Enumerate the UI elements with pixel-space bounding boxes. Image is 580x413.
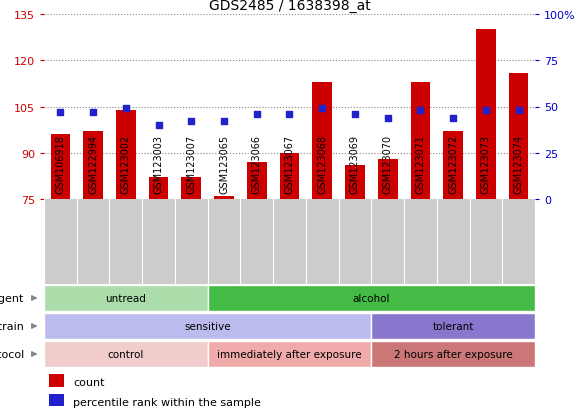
- Text: sensitive: sensitive: [184, 321, 231, 331]
- Bar: [208, 341, 371, 368]
- Point: [481, 108, 491, 114]
- Point: [514, 108, 523, 114]
- Bar: [50, 135, 70, 199]
- Bar: [116, 110, 136, 199]
- Bar: [476, 30, 496, 199]
- Bar: [345, 166, 365, 199]
- Bar: [49, 394, 64, 406]
- Text: percentile rank within the sample: percentile rank within the sample: [74, 397, 262, 407]
- Bar: [49, 375, 64, 387]
- Bar: [280, 153, 299, 199]
- Point: [219, 119, 229, 125]
- Bar: [247, 163, 267, 199]
- Point: [285, 112, 294, 118]
- Point: [448, 115, 458, 121]
- Title: GDS2485 / 1638398_at: GDS2485 / 1638398_at: [209, 0, 371, 12]
- Text: immediately after exposure: immediately after exposure: [217, 349, 362, 359]
- Point: [187, 119, 196, 125]
- Bar: [371, 313, 535, 339]
- Point: [416, 108, 425, 114]
- Bar: [371, 341, 535, 368]
- Point: [154, 122, 163, 129]
- Text: tolerant: tolerant: [433, 321, 474, 331]
- Point: [121, 106, 130, 112]
- Text: strain: strain: [0, 321, 24, 331]
- Bar: [44, 313, 371, 339]
- Bar: [509, 74, 528, 199]
- Bar: [208, 285, 535, 312]
- Bar: [182, 178, 201, 199]
- Bar: [214, 197, 234, 199]
- Point: [383, 115, 392, 121]
- Bar: [443, 132, 463, 199]
- Bar: [44, 285, 208, 312]
- Text: count: count: [74, 377, 105, 387]
- Point: [350, 112, 360, 118]
- Point: [318, 106, 327, 112]
- Point: [56, 109, 65, 116]
- Point: [252, 112, 262, 118]
- Bar: [378, 159, 397, 199]
- Text: control: control: [108, 349, 144, 359]
- Text: protocol: protocol: [0, 349, 24, 359]
- Bar: [84, 132, 103, 199]
- Text: untread: untread: [106, 293, 146, 303]
- Bar: [44, 341, 208, 368]
- Bar: [313, 83, 332, 199]
- Point: [89, 109, 98, 116]
- Text: agent: agent: [0, 293, 24, 303]
- Bar: [411, 83, 430, 199]
- Text: alcohol: alcohol: [353, 293, 390, 303]
- Bar: [148, 178, 168, 199]
- Text: 2 hours after exposure: 2 hours after exposure: [394, 349, 513, 359]
